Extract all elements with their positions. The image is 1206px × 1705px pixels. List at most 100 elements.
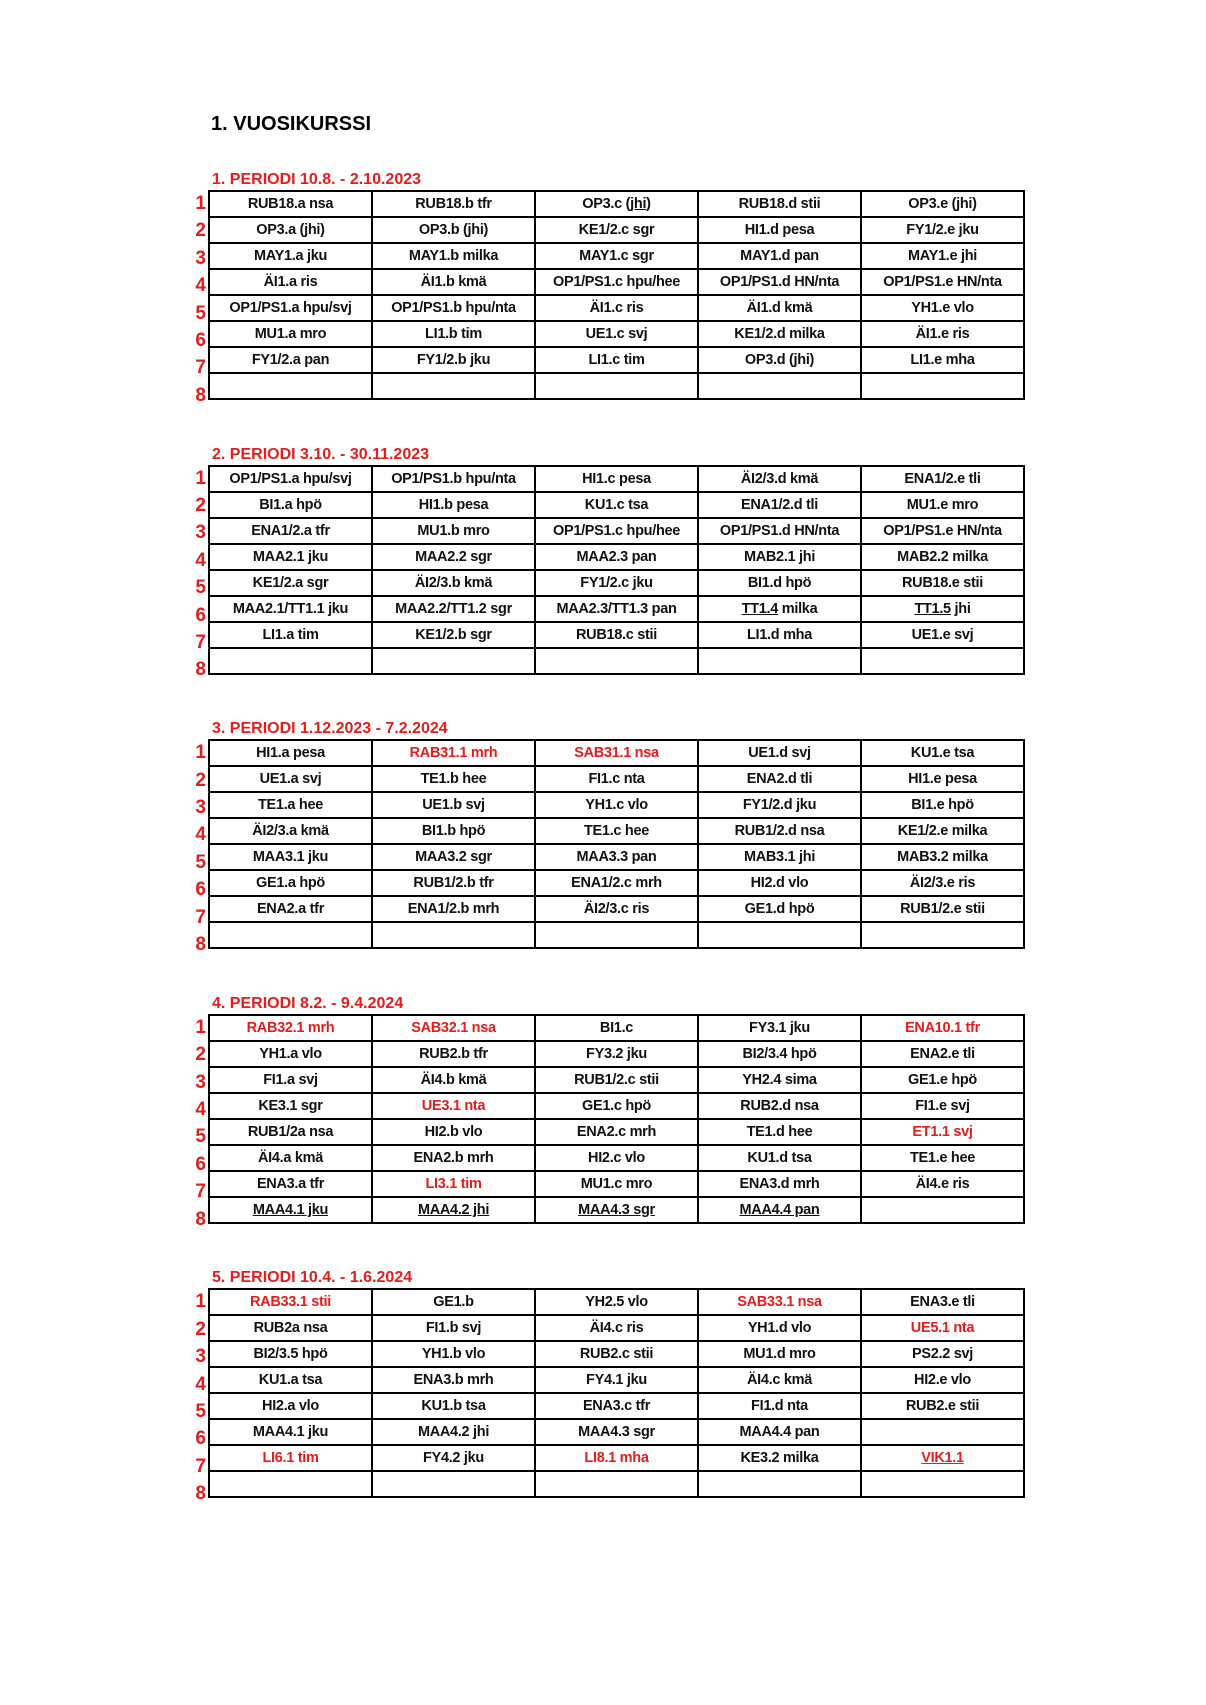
course-cell (860, 646, 1025, 675)
course-cell: SAB32.1 nsa (371, 1013, 536, 1042)
row-number: 1 (195, 1016, 206, 1038)
table-row: LI1.a tim KE1/2.b sgr RUB18.c stii LI1.d mh… (208, 620, 1025, 649)
course-label: MAA4.2 jhi (417, 1201, 490, 1218)
table-row: MU1.a mro LI1.b tim UE1.c svj KE1/2.d milka… (208, 320, 1025, 348)
row-number: 8 (195, 659, 206, 681)
course-cell: ÄI4.c ris (534, 1314, 699, 1343)
course-cell: RUB2a nsa (208, 1314, 373, 1343)
course-cell: KU1.c tsa (534, 490, 699, 519)
course-cell (697, 1470, 862, 1499)
course-cell: RUB1/2a nsa (208, 1117, 373, 1146)
table-row: OP1/PS1.a hpu/svj OP1/PS1.b hpu/nta HI1.c … (208, 464, 1025, 493)
table-row: BI1.a hpö HI1.b pesa KU1.c tsa ENA1/2.d tli… (208, 490, 1025, 519)
course-cell: ENA3.d mrh (697, 1169, 862, 1198)
course-cell: MAA2.1/TT1.1 jku (208, 594, 373, 623)
row-number: 3 (195, 1071, 206, 1093)
course-cell: HI2.e vlo (860, 1366, 1025, 1395)
course-cell: KU1.e tsa (860, 739, 1025, 768)
course-cell: UE1.a svj (208, 765, 373, 794)
course-cell: RAB32.1 mrh (208, 1013, 373, 1042)
row-number: 3 (195, 796, 206, 818)
course-cell (371, 921, 536, 950)
course-cell: YH1.e vlo (860, 294, 1025, 322)
course-cell: MAY1.b milka (371, 242, 536, 270)
course-cell (860, 372, 1025, 400)
course-cell (860, 1418, 1025, 1447)
course-cell: MAY1.e jhi (860, 242, 1025, 270)
course-cell: ÄI4.b kmä (371, 1065, 536, 1094)
row-number: 6 (195, 604, 206, 626)
period-heading: 2. PERIODI 3.10. - 30.11.2023 (212, 445, 430, 463)
table-row: RAB33.1 stii GE1.b YH2.5 vlo SAB33.1 nsa ENA… (208, 1288, 1025, 1317)
course-cell (534, 921, 699, 950)
course-cell: MAA4.2 jhi (371, 1195, 536, 1224)
course-cell: RAB33.1 stii (208, 1288, 373, 1317)
course-cell: MAA3.3 pan (534, 843, 699, 872)
course-cell: HI2.c vlo (534, 1143, 699, 1172)
row-number: 7 (195, 1181, 206, 1203)
course-cell: KU1.a tsa (208, 1366, 373, 1395)
row-number: 7 (195, 906, 206, 928)
table-row: RAB32.1 mrh SAB32.1 nsa BI1.c FY3.1 jku ENA1… (208, 1013, 1025, 1042)
course-cell (371, 646, 536, 675)
course-cell (371, 372, 536, 400)
course-cell: RUB18.a nsa (208, 190, 373, 218)
row-number: 4 (195, 549, 206, 571)
course-cell (208, 921, 373, 950)
row-number: 7 (195, 357, 206, 379)
table-row: KE1/2.a sgr ÄI2/3.b kmä FY1/2.c jku BI1.d h… (208, 568, 1025, 597)
table-row: MAA2.1 jku MAA2.2 sgr MAA2.3 pan MAB2.1 jhi… (208, 542, 1025, 571)
course-cell: YH1.c vlo (534, 791, 699, 820)
row-number: 4 (195, 1098, 206, 1120)
course-cell: ENA1/2.d tli (697, 490, 862, 519)
course-cell: MAA2.1 jku (208, 542, 373, 571)
course-cell: RUB18.c stii (534, 620, 699, 649)
course-cell (860, 1195, 1025, 1224)
course-cell: OP1/PS1.c hpu/hee (534, 268, 699, 296)
course-cell: LI1.b tim (371, 320, 536, 348)
course-cell: OP1/PS1.b hpu/nta (371, 294, 536, 322)
table-row: OP3.a (jhi) OP3.b (jhi) KE1/2.c sgr HI1.d p… (208, 216, 1025, 244)
course-cell: MAA3.2 sgr (371, 843, 536, 872)
course-cell: MAA4.4 pan (697, 1418, 862, 1447)
course-cell (697, 921, 862, 950)
table-row: ENA2.a tfr ENA1/2.b mrh ÄI2/3.c ris GE1.d h… (208, 895, 1025, 924)
table-row (208, 372, 1025, 400)
row-numbers: 1 2 3 4 5 6 7 8 (190, 465, 206, 684)
course-cell: MAB2.1 jhi (697, 542, 862, 571)
row-number: 1 (195, 193, 206, 214)
course-cell: MAA3.1 jku (208, 843, 373, 872)
course-cell: ENA10.1 tfr (860, 1013, 1025, 1042)
table-row: MAA2.1/TT1.1 jku MAA2.2/TT1.2 sgr MAA2.3/T… (208, 594, 1025, 623)
course-label: MAA4.4 pan (739, 1201, 820, 1218)
course-cell (860, 1470, 1025, 1499)
table-row: ÄI4.a kmä ENA2.b mrh HI2.c vlo KU1.d tsa TE1… (208, 1143, 1025, 1172)
course-cell: MAY1.a jku (208, 242, 373, 270)
row-number: 2 (195, 494, 206, 516)
course-cell: ÄI1.c ris (534, 294, 699, 322)
course-cell: ÄI1.e ris (860, 320, 1025, 348)
row-number: 5 (195, 1400, 206, 1422)
table-row (208, 646, 1025, 675)
row-number: 5 (195, 851, 206, 873)
course-cell: ENA3.a tfr (208, 1169, 373, 1198)
course-cell: YH1.b vlo (371, 1340, 536, 1369)
course-cell: SAB33.1 nsa (697, 1288, 862, 1317)
course-cell: OP3.d (jhi) (697, 346, 862, 374)
course-cell: BI1.c (534, 1013, 699, 1042)
course-cell: PS2.2 svj (860, 1340, 1025, 1369)
course-cell: OP1/PS1.e HN/nta (860, 516, 1025, 545)
course-cell: TE1.e hee (860, 1143, 1025, 1172)
row-number: 4 (195, 275, 206, 297)
course-cell: UE1.e svj (860, 620, 1025, 649)
course-cell: SAB31.1 nsa (534, 739, 699, 768)
course-cell: ÄI2/3.b kmä (371, 568, 536, 597)
course-cell: ENA3.c tfr (534, 1392, 699, 1421)
course-cell: MAB2.2 milka (860, 542, 1025, 571)
course-cell: TE1.c hee (534, 817, 699, 846)
course-label: VIK1.1 (921, 1450, 964, 1467)
course-cell: UE5.1 nta (860, 1314, 1025, 1343)
period-heading: 1. PERIODI 10.8. - 2.10.2023 (212, 171, 422, 188)
course-cell: RUB18.b tfr (371, 190, 536, 218)
course-cell (208, 1470, 373, 1499)
